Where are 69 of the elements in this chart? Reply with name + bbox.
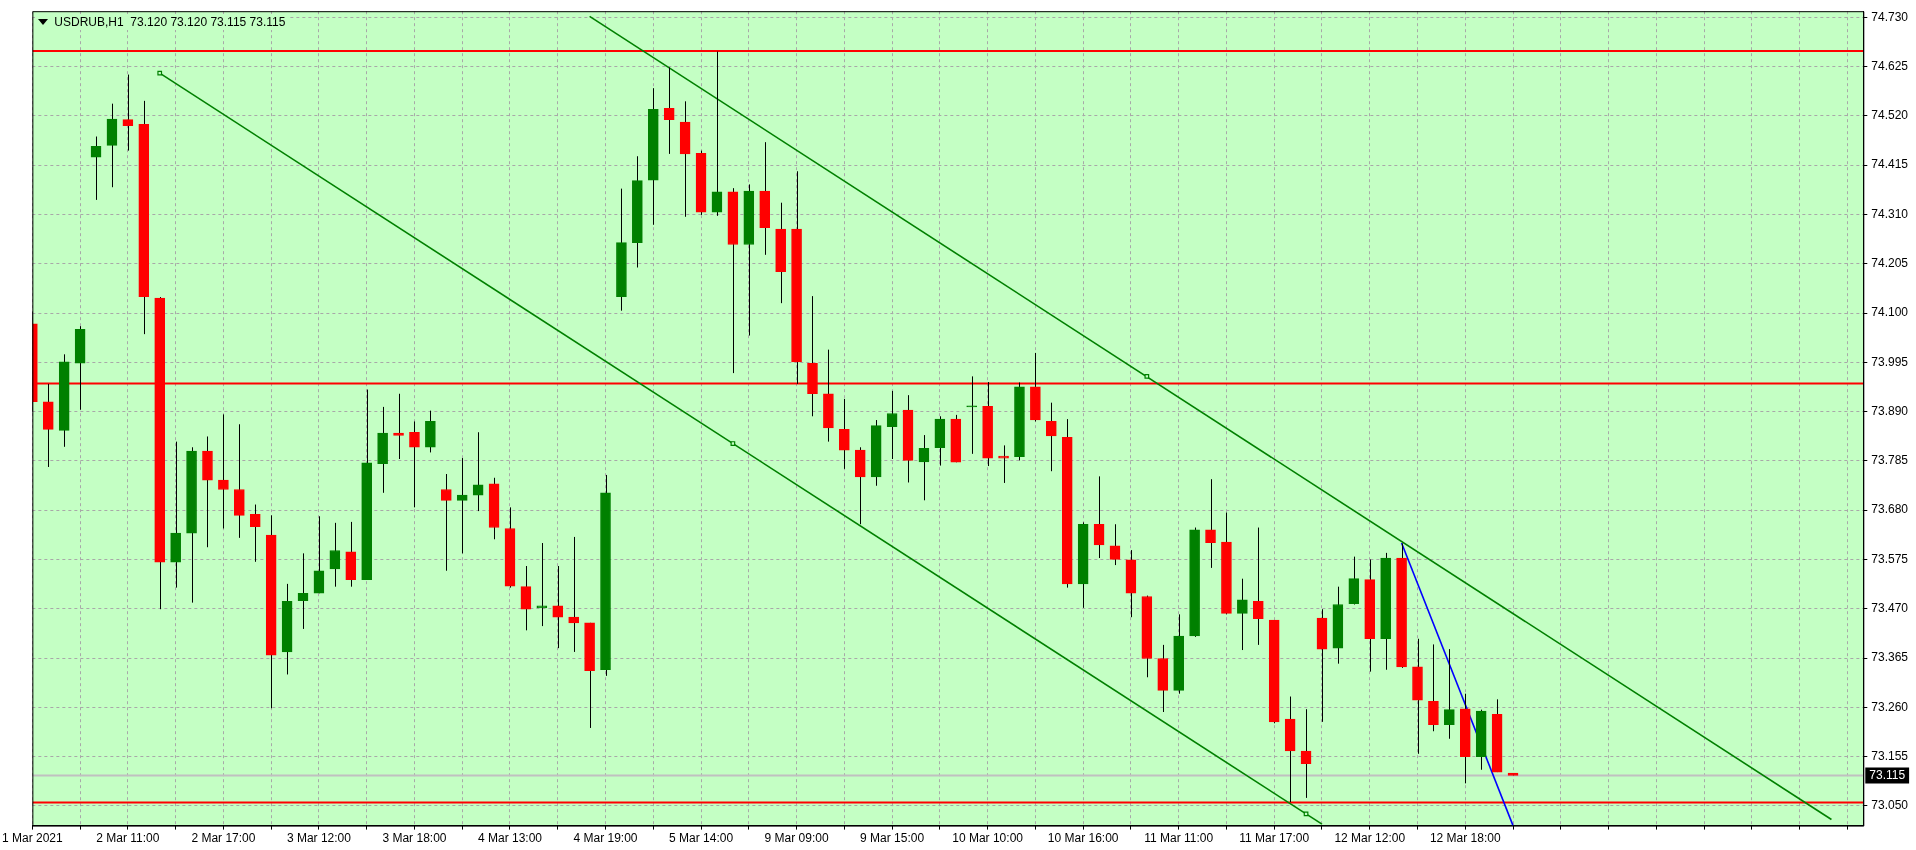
candlestick (886, 390, 898, 460)
y-tick-label: 73.260 (1871, 699, 1909, 714)
candlestick (1237, 578, 1248, 651)
y-tick-label: 74.520 (1871, 108, 1909, 123)
candlestick (520, 565, 532, 631)
x-tick-label: 10 Mar 16:00 (1047, 831, 1119, 846)
y-tick-label: 73.680 (1871, 502, 1909, 517)
y-tick-label: 73.050 (1871, 798, 1909, 813)
ref-line-label: 73.115 (1869, 767, 1906, 782)
x-tick-label: 9 Mar 15:00 (860, 831, 925, 846)
point (1303, 811, 1309, 817)
candlestick (218, 413, 229, 529)
x-tick-label: 1 Mar 2021 (2, 831, 64, 846)
candlestick (472, 431, 484, 512)
candlestick (122, 74, 134, 152)
candlestick (966, 375, 978, 455)
y-tick-label: 74.625 (1871, 58, 1909, 73)
candlestick (1093, 475, 1105, 559)
candlestick (440, 473, 452, 572)
candlestick (663, 67, 675, 155)
x-tick-label: 11 Mar 11:00 (1144, 831, 1214, 846)
y-tick-label: 74.415 (1871, 157, 1909, 172)
candlestick (313, 515, 325, 594)
candlestick (918, 434, 930, 501)
y-tick-label: 73.365 (1871, 650, 1909, 665)
candlestick (1300, 708, 1312, 799)
y-tick-label: 74.310 (1871, 206, 1909, 221)
x-tick-label: 4 Mar 13:00 (477, 831, 543, 846)
x-tick-label: 11 Mar 17:00 (1239, 831, 1310, 846)
y-tick-label: 73.155 (1871, 748, 1909, 763)
x-tick-label: 9 Mar 09:00 (764, 831, 829, 846)
candlestick (1252, 527, 1264, 646)
candlestick (297, 552, 309, 630)
point (730, 441, 736, 446)
x-tick-label: 12 Mar 18:00 (1429, 831, 1501, 846)
y-tick-label: 74.100 (1871, 305, 1909, 320)
x-tick-label: 4 Mar 19:00 (573, 831, 638, 846)
candlestick (568, 536, 580, 653)
candlestick (329, 522, 341, 588)
y-tick-label: 73.785 (1871, 453, 1909, 468)
x-tick-label: 10 Mar 10:00 (952, 831, 1024, 846)
candlestick (409, 420, 420, 508)
x-tick-label: 2 Mar 11:00 (96, 831, 160, 846)
candlestick (839, 398, 850, 470)
candlestick (1045, 402, 1057, 472)
x-tick-label: 2 Mar 17:00 (191, 831, 256, 846)
point (1144, 374, 1150, 379)
candlestick (1205, 478, 1216, 569)
x-tick-label: 3 Mar 12:00 (286, 831, 352, 846)
candlestick (1428, 643, 1439, 732)
candlestick (90, 136, 102, 201)
candlestick (393, 393, 404, 460)
x-tick-label: 3 Mar 18:00 (382, 831, 447, 846)
chart-title: USDRUB,H1 73.120 73.120 73.115 73.115 (54, 15, 286, 30)
y-tick-label: 73.890 (1871, 403, 1909, 418)
candlestick (1348, 556, 1360, 606)
y-tick-label: 73.995 (1871, 354, 1909, 369)
y-tick-label: 73.575 (1871, 551, 1909, 566)
candlestick (552, 565, 564, 649)
point (157, 70, 163, 76)
candlestick (1444, 648, 1455, 740)
candlestick (1109, 523, 1121, 566)
y-tick-label: 74.205 (1871, 256, 1909, 271)
x-tick-label: 5 Mar 14:00 (669, 831, 734, 846)
candlestick (249, 504, 261, 563)
y-tick-label: 73.470 (1871, 601, 1909, 616)
candlestick (456, 457, 468, 554)
x-tick-label: 12 Mar 12:00 (1334, 831, 1406, 846)
y-tick-label: 74.730 (1871, 9, 1909, 24)
